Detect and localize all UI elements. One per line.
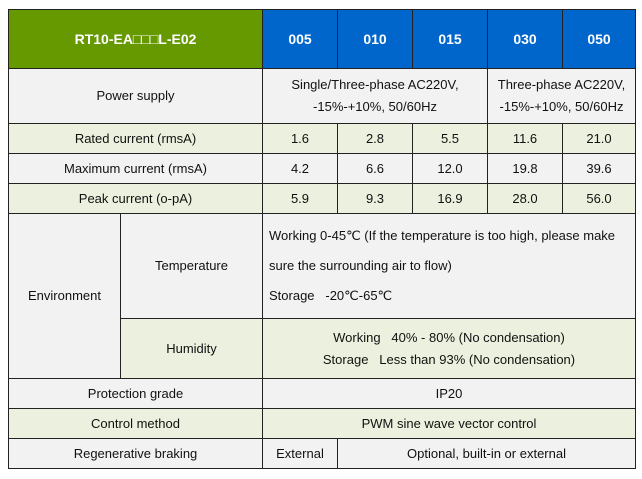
humidity-label: Humidity [120,318,263,379]
temperature-row: Environment Temperature Working 0-45℃ (I… [8,213,636,379]
temperature-label: Temperature [120,213,263,319]
line: Storage -20℃-65℃ [269,288,393,303]
temperature-value: Working 0-45℃ (If the temperature is too… [262,213,636,319]
table-row: Maximum current (rmsA) 4.2 6.6 12.0 19.8 39.… [8,153,636,184]
spec-table: RT10-EA□□□L-E02 005 010 015 030 050 Powe… [8,9,636,469]
line: Working 40% - 80% (No condensation) [333,329,565,345]
humidity-value: Working 40% - 80% (No condensation) Stora… [262,318,636,379]
row-label: Protection grade [8,378,263,409]
cell: 28.0 [487,183,563,214]
code-header: 005 [262,9,338,69]
cell: 6.6 [337,153,413,184]
cell: 9.3 [337,183,413,214]
table-row: Peak current (o-pA) 5.9 9.3 16.9 28.0 56.0 [8,183,636,214]
cell: 19.8 [487,153,563,184]
cell: 5.9 [262,183,338,214]
braking-row: Regenerative braking External Optional, … [8,438,636,469]
cell: Optional, built-in or external [337,438,636,469]
table-row: Rated current (rmsA) 1.6 2.8 5.5 11.6 21.0 [8,123,636,154]
line: Three-phase AC220V, [497,77,626,92]
row-label: Power supply [8,68,263,124]
line: Single/Three-phase AC220V, [291,77,459,92]
code-header: 050 [562,9,636,69]
cell: 56.0 [562,183,636,214]
cell: 16.9 [412,183,488,214]
power-supply-group2: Three-phase AC220V, -15%-+10%, 50/60Hz [487,68,636,124]
power-supply-group1: Single/Three-phase AC220V, -15%-+10%, 50/… [262,68,488,124]
line: Working 0-45℃ (If the temperature is too… [269,228,616,243]
row-label: Control method [8,408,263,439]
code-header: 015 [412,9,488,69]
cell: External [262,438,338,469]
cell: 1.6 [262,123,338,154]
line: -15%-+10%, 50/60Hz [313,99,437,114]
header-row: RT10-EA□□□L-E02 005 010 015 030 050 [8,9,636,69]
humidity-row: Humidity Working 40% - 80% (No condensat… [8,318,636,379]
protection-row: Protection grade IP20 [8,378,636,409]
row-label: Rated current (rmsA) [8,123,263,154]
code-header: 030 [487,9,563,69]
cell: 2.8 [337,123,413,154]
cell: 4.2 [262,153,338,184]
cell: 21.0 [562,123,636,154]
model-header: RT10-EA□□□L-E02 [8,9,263,69]
line: Storage Less than 93% (No condensation) [322,351,576,367]
cell: 11.6 [487,123,563,154]
cell: 39.6 [562,153,636,184]
line: sure the surrounding air to flow) [269,258,452,273]
cell: 5.5 [412,123,488,154]
environment-label: Environment [8,213,121,379]
line: -15%-+10%, 50/60Hz [499,99,624,114]
row-label: Regenerative braking [8,438,263,469]
control-row: Control method PWM sine wave vector cont… [8,408,636,439]
cell: PWM sine wave vector control [262,408,636,439]
code-header: 010 [337,9,413,69]
cell: 12.0 [412,153,488,184]
row-label: Peak current (o-pA) [8,183,263,214]
power-supply-row: Power supply Single/Three-phase AC220V, -… [8,68,636,124]
cell: IP20 [262,378,636,409]
row-label: Maximum current (rmsA) [8,153,263,184]
